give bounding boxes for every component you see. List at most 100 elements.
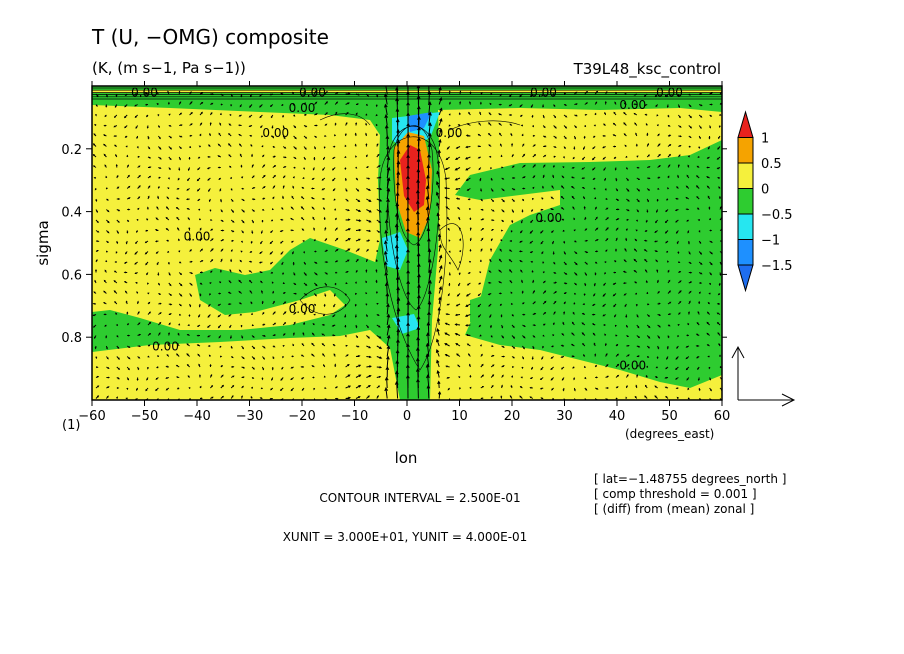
wind-vector (249, 251, 253, 253)
wind-vector (530, 219, 534, 224)
wind-vector (688, 251, 691, 255)
wind-vector (551, 185, 555, 189)
wind-vector (468, 260, 471, 263)
wind-vector (248, 270, 253, 273)
wind-vector (480, 198, 483, 202)
wind-vector (251, 356, 256, 360)
wind-vector (261, 311, 265, 315)
wind-vector (718, 354, 722, 357)
wind-vector (366, 229, 372, 233)
wind-vector (103, 279, 107, 284)
wind-vector (718, 125, 721, 128)
wind-vector (667, 279, 671, 284)
wind-vector (698, 230, 701, 233)
wind-vector (321, 333, 326, 336)
wind-vector (189, 146, 192, 149)
wind-vector (94, 188, 97, 191)
wind-vector (147, 195, 150, 200)
wind-vector (220, 374, 224, 378)
wind-vector (553, 271, 557, 274)
wind-vector (238, 269, 242, 273)
wind-vector (189, 293, 192, 297)
wind-vector (706, 332, 710, 336)
wind-vector (718, 282, 721, 287)
wind-vector (125, 240, 128, 245)
wind-vector (376, 356, 383, 359)
wind-vector (197, 198, 201, 202)
wind-vector (270, 219, 274, 222)
wind-vector (154, 229, 159, 231)
wind-vector (687, 164, 690, 168)
wind-vector (240, 250, 243, 253)
wind-vector (303, 251, 306, 254)
wind-vector (105, 187, 109, 190)
wind-vector (311, 177, 315, 180)
wind-vector (501, 209, 505, 213)
wind-vector (478, 271, 482, 274)
wind-vector (114, 104, 118, 108)
wind-vector (146, 125, 149, 129)
wind-vector (583, 135, 586, 140)
wind-vector (501, 384, 503, 389)
wind-vector (438, 97, 443, 105)
wind-vector (675, 356, 679, 360)
wind-vector (157, 343, 160, 347)
wind-vector (678, 135, 682, 138)
wind-vector (664, 219, 669, 224)
wind-vector (448, 101, 451, 105)
wind-vector (519, 93, 523, 98)
wind-vector (290, 229, 294, 232)
wind-vector (584, 91, 589, 95)
wind-vector (445, 156, 450, 161)
wind-vector (677, 163, 680, 168)
wind-vector (145, 261, 149, 266)
wind-vector (561, 207, 565, 210)
wind-vector (345, 188, 348, 192)
wind-vector (301, 186, 305, 189)
wind-vector (199, 101, 204, 105)
wind-vector (521, 279, 523, 284)
wind-vector (542, 104, 545, 108)
wind-vector (209, 282, 212, 285)
wind-vector (466, 188, 471, 191)
wind-vector (563, 251, 566, 255)
wind-vector (94, 123, 97, 126)
wind-vector (332, 145, 336, 148)
wind-vector (166, 196, 170, 200)
wind-vector (231, 239, 235, 242)
wind-vector (165, 377, 169, 379)
wind-vector (125, 397, 128, 400)
wind-vector (719, 205, 722, 210)
wind-vector (552, 164, 555, 168)
wind-vector (366, 177, 371, 180)
wind-vector (561, 333, 565, 336)
wind-vector (311, 342, 315, 347)
wind-vector (615, 343, 619, 347)
wind-vector (542, 280, 546, 284)
wind-vector (664, 376, 669, 379)
wind-vector (667, 335, 670, 339)
wind-vector (602, 303, 606, 307)
wind-vector (428, 86, 430, 95)
wind-vector (228, 123, 232, 126)
wind-vector (125, 145, 128, 148)
wind-vector (664, 230, 669, 234)
wind-vector (271, 377, 274, 381)
wind-vector (444, 332, 450, 336)
wind-vector (134, 114, 138, 119)
wind-vector (376, 230, 381, 233)
wind-vector (188, 314, 191, 318)
wind-vector (708, 135, 711, 140)
wind-vector (665, 198, 669, 201)
wind-vector (178, 272, 183, 276)
wind-vector (365, 122, 368, 126)
wind-vector (147, 282, 149, 285)
wind-vector (217, 143, 222, 147)
wind-vector (698, 135, 701, 140)
wind-vector (269, 93, 273, 96)
wind-vector (676, 345, 679, 349)
wind-vector (511, 153, 514, 158)
wind-vector (210, 238, 214, 242)
wind-vector (687, 230, 690, 234)
wind-vector (678, 290, 682, 294)
